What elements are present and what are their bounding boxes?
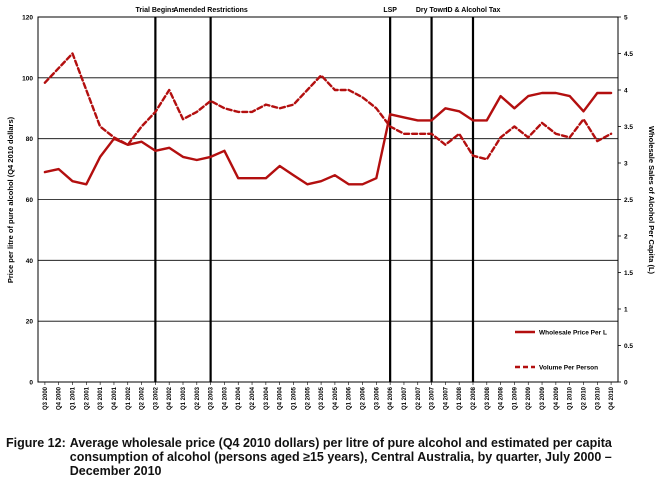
axes: 0 20 40 60 80 100 120 0 0.5 1 1.5 2 2.5 3 3.5 4 4.5 5 Q3 2… bbox=[22, 15, 633, 411]
x-tick-label: Q1 2005 bbox=[291, 386, 297, 410]
legend: Wholesale Price Per L Volume Per Person bbox=[515, 330, 607, 372]
x-tick-label: Q3 2009 bbox=[540, 386, 546, 410]
x-tick-label: Q3 2010 bbox=[595, 386, 601, 410]
x-tick-label: Q3 2008 bbox=[485, 386, 491, 410]
y-tick-right: 0 bbox=[624, 380, 628, 387]
y-tick-right: 2 bbox=[624, 234, 628, 241]
x-tick-label: Q2 2001 bbox=[84, 386, 90, 410]
y-tick-left: 100 bbox=[22, 75, 33, 82]
y-tick-left: 120 bbox=[22, 15, 33, 22]
y-tick-right: 4 bbox=[624, 88, 628, 95]
x-tick-label: Q1 2010 bbox=[568, 386, 574, 410]
event-label: Trial Begins bbox=[136, 7, 176, 14]
x-tick-label: Q3 2000 bbox=[43, 386, 49, 410]
x-tick-label: Q2 2007 bbox=[416, 386, 422, 410]
x-tick-label: Q3 2003 bbox=[209, 386, 215, 410]
legend-label: Volume Per Person bbox=[539, 365, 598, 372]
x-tick-label: Q1 2009 bbox=[512, 386, 518, 410]
y-tick-right: 1.5 bbox=[624, 270, 633, 277]
event-label: ID & Alcohol Tax bbox=[446, 7, 501, 14]
x-tick-label: Q2 2004 bbox=[250, 386, 256, 410]
y-tick-right: 0.5 bbox=[624, 343, 633, 350]
x-tick-label: Q4 2005 bbox=[333, 386, 339, 410]
y-tick-right: 4.5 bbox=[624, 51, 633, 58]
x-tick-label: Q3 2002 bbox=[153, 386, 159, 410]
x-tick-label: Q2 2010 bbox=[581, 386, 587, 410]
y-axis-left-label: Price per litre of pure alcohol (Q4 2010… bbox=[6, 116, 15, 283]
x-tick-label: Q4 2006 bbox=[388, 386, 394, 410]
x-tick-label: Q1 2003 bbox=[181, 386, 187, 410]
series-lines bbox=[43, 52, 613, 186]
x-tick-label: Q1 2001 bbox=[71, 386, 77, 410]
x-tick-label: Q2 2005 bbox=[305, 386, 311, 410]
y-tick-left: 60 bbox=[26, 197, 34, 204]
figure-caption: Figure 12: Average wholesale price (Q4 2… bbox=[6, 436, 654, 478]
x-tick-label: Q4 2001 bbox=[112, 386, 118, 410]
y-tick-right: 1 bbox=[624, 307, 628, 314]
series-line bbox=[43, 91, 613, 186]
x-tick-label: Q4 2009 bbox=[554, 386, 560, 410]
x-tick-label: Q2 2009 bbox=[526, 386, 532, 410]
y-tick-left: 0 bbox=[29, 380, 33, 387]
x-tick-label: Q1 2007 bbox=[402, 386, 408, 410]
y-tick-right: 5 bbox=[624, 15, 628, 22]
y-tick-right: 3 bbox=[624, 161, 628, 168]
x-tick-label: Q1 2006 bbox=[347, 386, 353, 410]
caption-text: Average wholesale price (Q4 2010 dollars… bbox=[69, 436, 612, 478]
x-tick-label: Q4 2003 bbox=[222, 386, 228, 410]
x-tick-label: Q3 2004 bbox=[264, 386, 270, 410]
x-tick-label: Q3 2007 bbox=[430, 386, 436, 410]
x-tick-label: Q4 2007 bbox=[443, 386, 449, 410]
y-tick-right: 3.5 bbox=[624, 124, 633, 131]
x-tick-label: Q3 2006 bbox=[374, 386, 380, 410]
x-tick-label: Q1 2008 bbox=[457, 386, 463, 410]
x-tick-label: Q2 2006 bbox=[361, 386, 367, 410]
x-tick-label: Q3 2005 bbox=[319, 386, 325, 410]
x-tick-label: Q3 2001 bbox=[98, 386, 104, 410]
event-label: Amended Restrictions bbox=[173, 7, 247, 14]
x-tick-label: Q4 2008 bbox=[499, 386, 505, 410]
legend-label: Wholesale Price Per L bbox=[539, 330, 607, 337]
x-tick-label: Q2 2003 bbox=[195, 386, 201, 410]
x-tick-label: Q2 2002 bbox=[140, 386, 146, 410]
x-tick-label: Q4 2010 bbox=[609, 386, 615, 410]
event-label: Dry Town bbox=[416, 7, 447, 14]
x-tick-label: Q1 2004 bbox=[236, 386, 242, 410]
caption-label: Figure 12: bbox=[6, 436, 66, 450]
x-tick-label: Q4 2004 bbox=[278, 386, 284, 410]
x-tick-label: Q4 2000 bbox=[57, 386, 63, 410]
y-tick-left: 20 bbox=[26, 319, 34, 326]
y-tick-right: 2.5 bbox=[624, 197, 633, 204]
x-tick-label: Q2 2008 bbox=[471, 386, 477, 410]
event-label: LSP bbox=[383, 7, 397, 14]
x-tick-label: Q1 2002 bbox=[126, 386, 132, 410]
y-tick-left: 40 bbox=[26, 258, 34, 265]
series-line bbox=[43, 52, 613, 161]
x-tick-label: Q4 2002 bbox=[167, 386, 173, 410]
plot-frame bbox=[37, 16, 619, 383]
y-tick-left: 80 bbox=[26, 136, 34, 143]
y-axis-right-label: Wholesale Sales of Alcohol Per Capita (L… bbox=[647, 126, 656, 275]
